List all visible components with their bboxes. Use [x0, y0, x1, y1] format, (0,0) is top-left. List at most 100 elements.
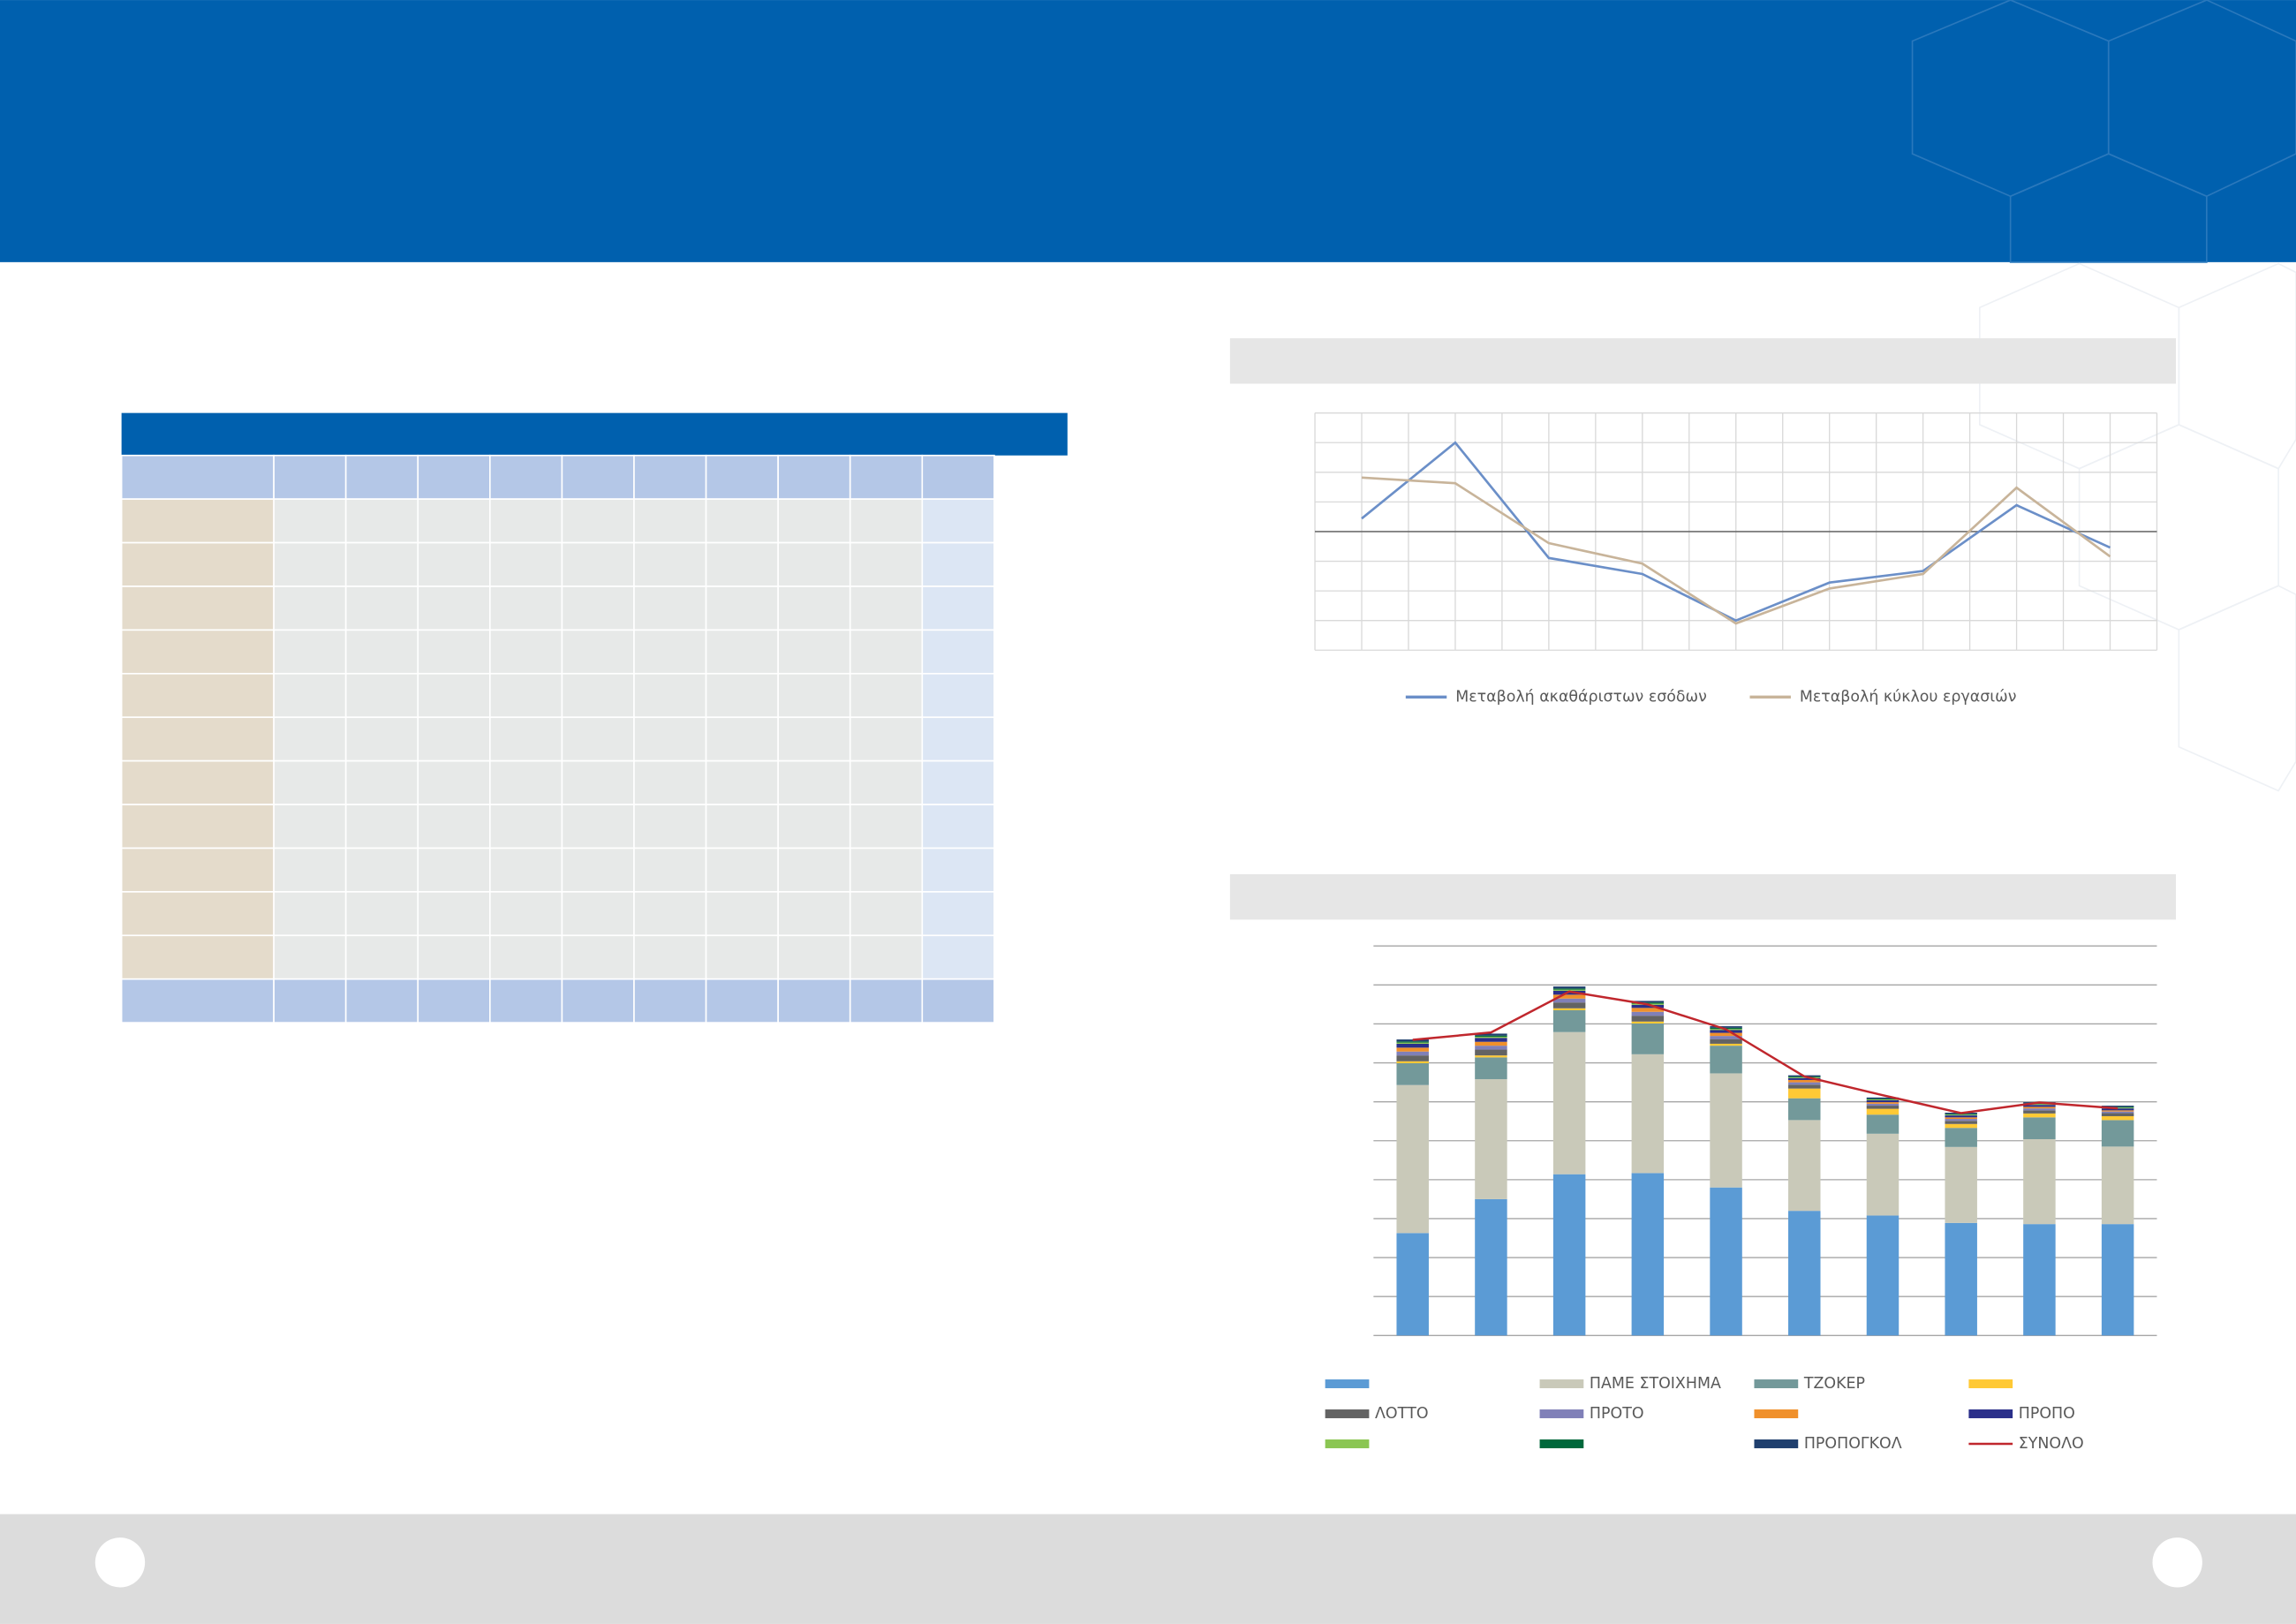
table-cell: [705, 891, 779, 937]
table-cell: [921, 934, 995, 980]
table-cell: [344, 934, 419, 980]
bar-segment: [1788, 1079, 1821, 1083]
table-cell: [120, 716, 275, 762]
bar-segment: [1552, 1009, 1586, 1032]
bar-segment: [1866, 1108, 1899, 1115]
table-cell: [921, 629, 995, 675]
legend-label: ΠΡΟΠΟΓΚΟΛ: [1804, 1435, 1902, 1453]
bar-segment: [1552, 998, 1586, 1003]
table-cell: [273, 585, 347, 631]
table-cell: [777, 978, 851, 1023]
table-cell: [633, 541, 707, 587]
bar-segment: [1475, 1055, 1507, 1058]
bar-segment: [2023, 1224, 2056, 1336]
table-header: [121, 412, 1068, 456]
table-cell: [921, 978, 995, 1023]
bar-segment: [1475, 1041, 1507, 1046]
table-cell: [120, 541, 275, 587]
table-cell: [777, 759, 851, 805]
bar-segment: [1396, 1084, 1429, 1234]
bar-segment: [2101, 1111, 2134, 1114]
bar-segment: [2023, 1103, 2056, 1105]
table-cell: [120, 934, 275, 980]
bar-segment: [1788, 1088, 1821, 1099]
table-cell: [417, 891, 491, 937]
bar-segment: [1631, 1011, 1665, 1016]
table-cell: [417, 978, 491, 1023]
table-cell: [777, 804, 851, 850]
bar-segment: [1631, 1004, 1665, 1008]
bar-segment: [1396, 1039, 1429, 1042]
header-band: [0, 0, 2296, 262]
table-cell: [488, 934, 563, 980]
table-cell: [344, 891, 419, 937]
footer-band: [0, 1514, 2296, 1624]
table-cell: [849, 716, 924, 762]
bar-segment: [1710, 1187, 1742, 1336]
table-cell: [921, 672, 995, 719]
bar-segment: [1631, 1173, 1665, 1336]
bar-segment: [1788, 1077, 1821, 1080]
table-cell: [561, 454, 635, 500]
table-cell: [273, 934, 347, 980]
bar-segment: [1552, 1002, 1586, 1008]
table-cell: [120, 847, 275, 893]
table-cell: [921, 541, 995, 587]
bar-segment: [2101, 1120, 2134, 1147]
bar-segment: [1788, 1211, 1821, 1336]
bar-segment: [1788, 1076, 1821, 1078]
legend-label: Μεταβολή κύκλου εργασιών: [1800, 688, 2017, 706]
table-cell: [561, 585, 635, 631]
bar-segment: [1552, 986, 1586, 989]
table-cell: [921, 716, 995, 762]
table-cell: [921, 804, 995, 850]
table-cell: [849, 454, 924, 500]
bar-segment: [1396, 1061, 1429, 1063]
table-cell: [705, 541, 779, 587]
bar-segment: [2101, 1113, 2134, 1116]
bar-segment: [1866, 1097, 1899, 1099]
table-cell: [273, 672, 347, 719]
table-cell: [344, 541, 419, 587]
bar-segment: [1475, 1033, 1507, 1036]
bar-segment: [1866, 1133, 1899, 1216]
bar-segment: [2023, 1104, 2056, 1106]
legend-label: ΣΥΝΟΛΟ: [2019, 1435, 2084, 1453]
bar-segment: [1710, 1043, 1742, 1046]
table-cell: [849, 629, 924, 675]
table-cell: [561, 541, 635, 587]
table-cell: [488, 541, 563, 587]
table-cell: [705, 847, 779, 893]
bar-segment: [1552, 994, 1586, 999]
legend-swatch: [1325, 1409, 1370, 1418]
bar-segment: [2101, 1224, 2134, 1336]
table-cell: [849, 891, 924, 937]
table-cell: [849, 585, 924, 631]
bar-segment: [1710, 1073, 1742, 1188]
table-cell: [633, 629, 707, 675]
bar-segment: [1552, 1008, 1586, 1010]
bar-segment: [1552, 988, 1586, 990]
legend-label: ΠΡΟΤΟ: [1590, 1405, 1644, 1423]
table-cell: [488, 629, 563, 675]
table-cell: [777, 585, 851, 631]
bar-segment: [1945, 1222, 1977, 1336]
table-cell: [777, 847, 851, 893]
table-cell: [849, 804, 924, 850]
bar-segment: [1396, 1051, 1429, 1056]
bar-segment: [1475, 1035, 1507, 1037]
bar-segment: [2023, 1108, 2056, 1111]
legend-label: Μεταβολή ακαθάριστων εσόδων: [1455, 688, 1707, 706]
table-cell: [633, 759, 707, 805]
bar-segment: [1631, 1021, 1665, 1023]
bar-segment: [2101, 1115, 2134, 1121]
table-cell: [273, 759, 347, 805]
table-cell: [344, 978, 419, 1023]
bar-segment: [1945, 1117, 1977, 1120]
bar-segment: [1710, 1046, 1742, 1074]
table-cell: [417, 759, 491, 805]
legend-swatch: [1754, 1409, 1799, 1418]
bar-segment: [1396, 1233, 1429, 1336]
table-cell: [849, 847, 924, 893]
table-cell: [849, 934, 924, 980]
